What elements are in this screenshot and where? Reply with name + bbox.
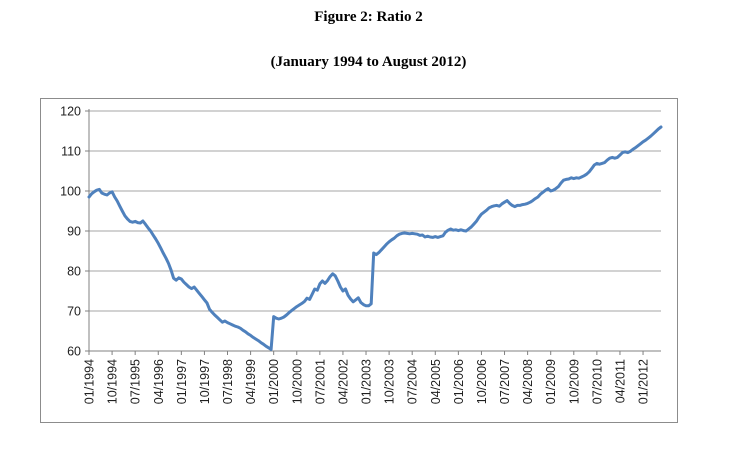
x-tick-label: 01/1997 <box>175 359 189 404</box>
x-tick-label: 04/2002 <box>336 359 350 404</box>
x-tick-label: 01/2006 <box>452 359 466 404</box>
x-tick-label: 07/2010 <box>590 359 604 404</box>
chart-area: 60 70 80 90 100 110 120 01/1994 10/1994 07/1995 04… <box>40 98 678 423</box>
x-tick-label: 07/2004 <box>406 359 420 404</box>
y-tick-label: 90 <box>67 225 81 239</box>
x-tick-label: 10/1997 <box>198 359 212 404</box>
x-tick-label: 04/2005 <box>429 359 443 404</box>
x-tick-label: 07/2007 <box>498 359 512 404</box>
x-tick-label: 01/2000 <box>267 359 281 404</box>
x-tick-label: 10/2009 <box>567 359 581 404</box>
x-tick-label: 01/2009 <box>544 359 558 404</box>
y-tick-label: 70 <box>67 305 81 319</box>
x-tick-label: 01/1994 <box>83 359 97 404</box>
x-tick-label: 10/1994 <box>106 359 120 404</box>
x-tick-label: 10/2000 <box>290 359 304 404</box>
y-tick-label: 80 <box>67 265 81 279</box>
ratio-2-series-line <box>87 125 663 351</box>
x-tick-label: 07/1998 <box>221 359 235 404</box>
x-tick-label: 07/2001 <box>313 359 327 404</box>
y-tick-label: 110 <box>61 145 81 159</box>
x-tick-label: 10/2006 <box>475 359 489 404</box>
x-tick-label: 04/1996 <box>152 359 166 404</box>
x-tick-label: 01/2012 <box>637 359 651 404</box>
figure-subtitle: (January 1994 to August 2012) <box>270 54 467 70</box>
x-tick-label: 04/2008 <box>521 359 535 404</box>
line-chart: 60 70 80 90 100 110 120 01/1994 10/1994 07/1995 04… <box>60 105 663 404</box>
figure-title: Figure 2: Ratio 2 <box>314 9 423 25</box>
x-tick-label: 04/1999 <box>244 359 258 404</box>
y-tick-label: 60 <box>67 345 81 359</box>
x-tick-label: 01/2003 <box>360 359 374 404</box>
y-tick-label: 100 <box>60 185 81 199</box>
x-tick-label: 07/1995 <box>129 359 143 404</box>
x-tick-label: 10/2003 <box>383 359 397 404</box>
x-tick-label: 04/2011 <box>613 359 627 403</box>
y-tick-label: 120 <box>60 105 81 119</box>
